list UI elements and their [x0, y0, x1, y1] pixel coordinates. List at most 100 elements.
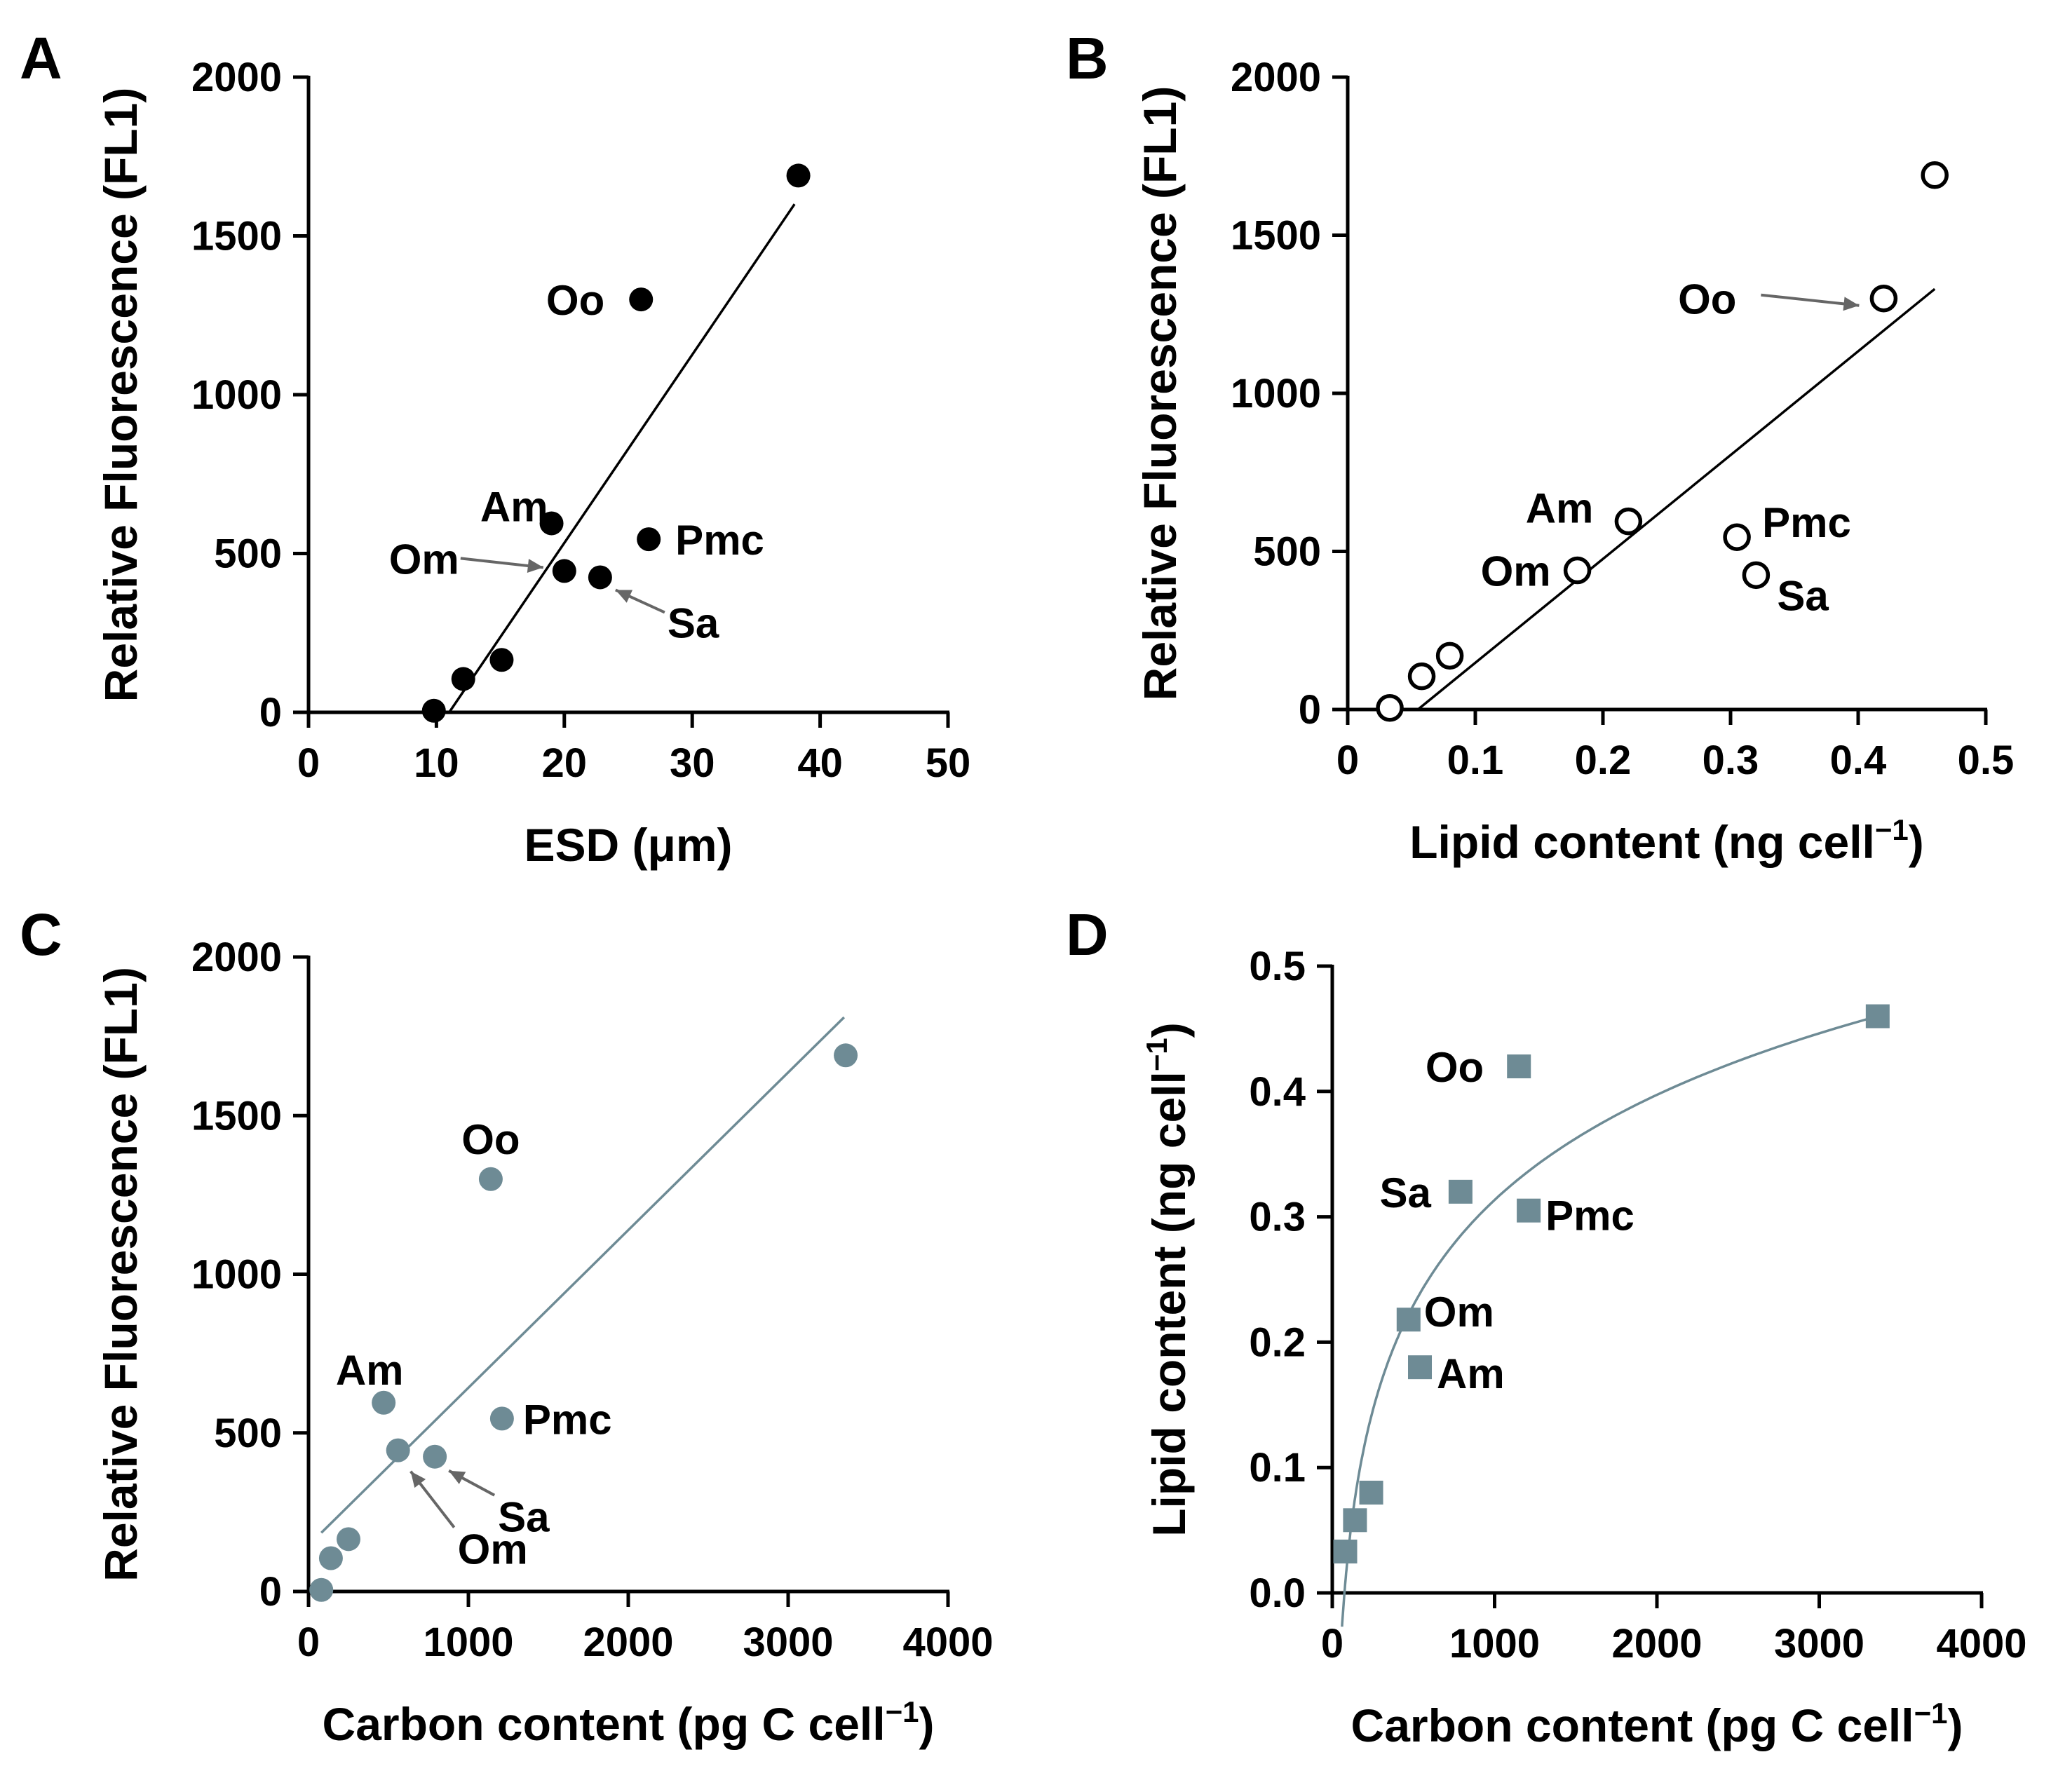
data-point — [1376, 693, 1404, 722]
panel-c: C 0 1000 2000 3000 4000 0 500 1000 1500 2000 Carbon… — [20, 902, 994, 1750]
panel-b: B 0 0.1 0.2 0.3 0.4 0.5 0 500 1000 1500 2000 Lipid c… — [1066, 25, 2014, 868]
x-axis-title-superscript: −1 — [1914, 1697, 1948, 1730]
y-tick-label: 0 — [1299, 687, 1321, 733]
panel-letter: D — [1066, 902, 1109, 968]
data-point — [1407, 662, 1436, 691]
x-tick-label: 0.4 — [1830, 738, 1887, 783]
x-axis-title: Carbon content (pg C cell−1) — [1351, 1697, 1963, 1751]
data-point — [629, 287, 654, 312]
y-axis-title: Relative Fluorescence (FL1) — [1134, 86, 1186, 701]
y-axis-title: Relative Fluorescence (FL1) — [95, 967, 147, 1582]
point-label: Pmc — [1545, 1193, 1634, 1240]
point-label: Oo — [546, 277, 604, 324]
data-point — [337, 1527, 360, 1552]
x-tick-label: 0.5 — [1958, 738, 2015, 783]
x-tick-label: 0.2 — [1575, 738, 1632, 783]
data-point — [1359, 1480, 1383, 1505]
point-label: Am — [480, 483, 548, 530]
point-label: Sa — [1777, 572, 1829, 619]
data-point — [1614, 507, 1643, 536]
data-point — [1343, 1508, 1367, 1533]
data-point — [552, 559, 576, 583]
data-point — [478, 1167, 503, 1191]
point-label: Am — [1526, 485, 1594, 532]
y-tick-label: 2000 — [191, 935, 282, 980]
annotation-arrowhead — [615, 590, 633, 603]
x-axis-title-superscript: −1 — [1875, 813, 1909, 846]
x-tick-label: 4000 — [902, 1620, 993, 1665]
data-point — [318, 1546, 343, 1570]
x-axis-title: ESD (μm) — [524, 819, 732, 871]
x-tick-label: 1000 — [1449, 1621, 1540, 1667]
y-tick-label: 2000 — [1231, 55, 1321, 100]
x-tick-label: 0 — [1321, 1621, 1343, 1667]
x-axis-title: Lipid content (ng cell−1) — [1409, 813, 1924, 868]
x-tick-label: 0.3 — [1703, 738, 1759, 783]
data-point — [309, 1577, 334, 1602]
y-tick-label: 1500 — [191, 1093, 282, 1139]
x-tick-label: 2000 — [1611, 1621, 1702, 1667]
x-tick-label: 40 — [797, 740, 843, 786]
point-label: Am — [1437, 1350, 1505, 1397]
y-axis-title: Lipid content (ng cell−1) — [1140, 1022, 1195, 1537]
x-tick-label: 0.1 — [1447, 738, 1504, 783]
point-label: Om — [389, 536, 459, 583]
x-tick-label: 1000 — [423, 1620, 513, 1665]
data-point — [423, 1444, 447, 1469]
point-label: Om — [458, 1526, 528, 1573]
y-tick-label: 1500 — [191, 214, 282, 259]
data-point — [372, 1390, 396, 1415]
y-tick-label: 0.1 — [1249, 1445, 1306, 1491]
data-point — [786, 163, 811, 188]
y-tick-label: 500 — [214, 1411, 282, 1456]
x-tick-label: 10 — [414, 740, 459, 786]
data-point — [1723, 523, 1751, 551]
x-tick-label: 30 — [670, 740, 715, 786]
x-tick-label: 20 — [542, 740, 588, 786]
data-point — [1408, 1355, 1433, 1380]
y-tick-label: 0.5 — [1249, 944, 1306, 989]
data-point — [1333, 1539, 1358, 1563]
y-tick-label: 0.0 — [1249, 1570, 1306, 1616]
y-tick-label: 0 — [259, 1569, 282, 1615]
data-point — [421, 698, 446, 723]
data-point — [489, 648, 514, 672]
point-label: Oo — [1678, 276, 1736, 323]
y-axis-title: Relative Fluorescence (FL1) — [95, 88, 147, 702]
annotation-arrowhead — [527, 559, 543, 573]
point-label: Pmc — [675, 517, 764, 564]
annotation-arrowhead — [449, 1470, 466, 1484]
y-tick-label: 1000 — [1231, 371, 1321, 416]
annotation-arrowhead — [410, 1471, 426, 1488]
panel-letter: C — [20, 902, 62, 968]
data-point — [834, 1043, 858, 1068]
point-label: Oo — [1426, 1044, 1484, 1091]
x-tick-label: 0 — [297, 740, 320, 786]
data-point — [588, 565, 612, 590]
point-label: Pmc — [1762, 499, 1851, 546]
y-tick-label: 0.4 — [1249, 1069, 1306, 1115]
x-axis-title-superscript: −1 — [886, 1695, 919, 1728]
data-point — [489, 1406, 514, 1431]
y-tick-label: 1000 — [191, 372, 282, 418]
fit-line — [448, 203, 796, 713]
data-point — [1396, 1308, 1421, 1332]
point-label: Om — [1481, 548, 1551, 595]
data-point — [539, 511, 564, 536]
data-point — [1507, 1054, 1531, 1079]
data-point — [1742, 561, 1771, 590]
panel-d: D 0 1000 2000 3000 4000 0.0 0.1 0.2 0.3 0.4 0.5 Carb… — [1066, 902, 2027, 1751]
fit-curve — [1341, 1015, 1876, 1627]
x-tick-label: 0 — [1336, 738, 1359, 783]
point-label: Sa — [668, 599, 719, 646]
data-point — [1921, 161, 1949, 189]
annotation-arrowhead — [1843, 297, 1860, 311]
data-point — [1448, 1179, 1473, 1204]
x-axis-title: Carbon content (pg C cell−1) — [323, 1695, 935, 1750]
data-point — [637, 527, 661, 552]
fit-line — [1416, 287, 1936, 711]
point-label: Pmc — [523, 1396, 612, 1443]
y-axis-title-superscript: −1 — [1140, 1038, 1173, 1071]
data-point — [386, 1438, 410, 1462]
